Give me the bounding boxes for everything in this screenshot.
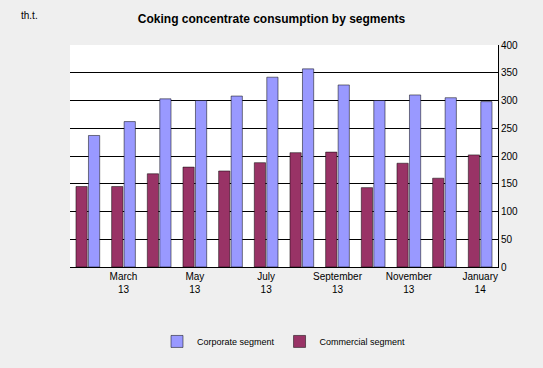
svg-text:September13: September13 [313, 271, 363, 295]
svg-text:th.t.: th.t. [21, 10, 38, 21]
svg-text:200: 200 [501, 151, 518, 162]
svg-text:May13: May13 [185, 271, 204, 295]
svg-text:250: 250 [501, 123, 518, 134]
svg-text:400: 400 [501, 40, 518, 51]
svg-text:Commercial segment: Commercial segment [320, 337, 406, 347]
svg-text:Corporate segment: Corporate segment [197, 337, 275, 347]
svg-text:50: 50 [501, 234, 513, 245]
svg-text:100: 100 [501, 206, 518, 217]
svg-text:300: 300 [501, 95, 518, 106]
svg-text:March13: March13 [110, 271, 138, 295]
svg-text:0: 0 [501, 262, 507, 273]
svg-text:Coking concentrate consumption: Coking concentrate consumption by segmen… [138, 12, 406, 26]
svg-text:150: 150 [501, 178, 518, 189]
svg-text:350: 350 [501, 67, 518, 78]
svg-text:July13: July13 [257, 271, 275, 295]
svg-text:November13: November13 [386, 271, 433, 295]
svg-text:January14: January14 [462, 271, 498, 295]
